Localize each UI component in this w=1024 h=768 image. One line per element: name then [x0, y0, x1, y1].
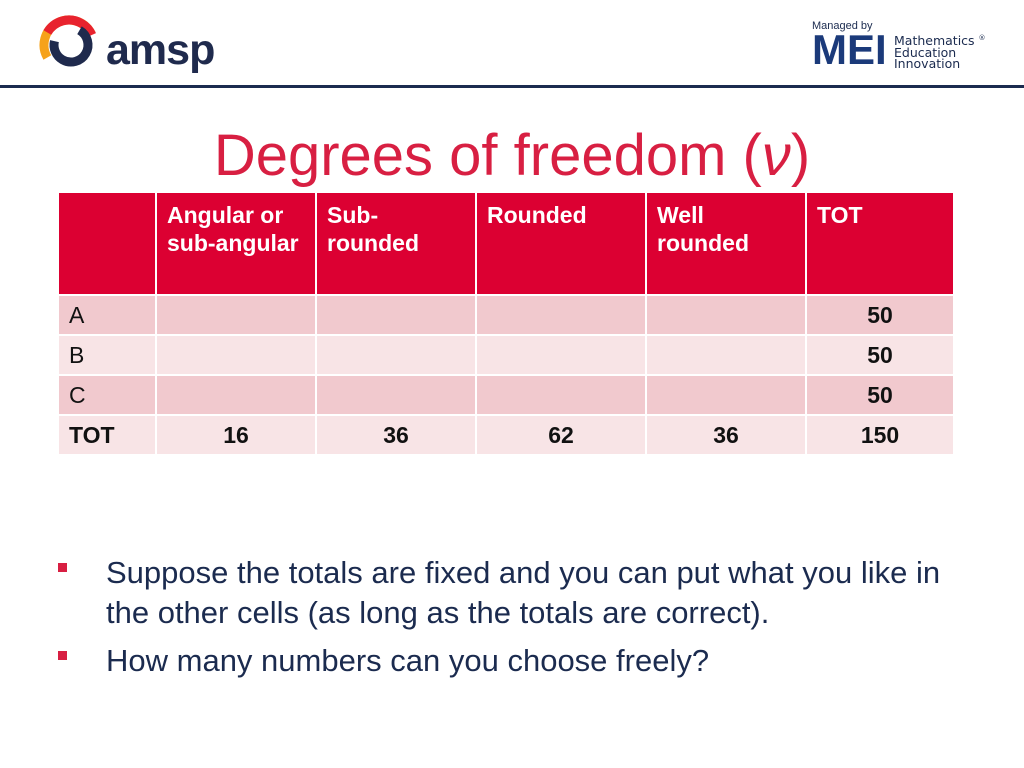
table-cell-grand-total: 150 [805, 414, 955, 456]
table-total-row: TOT 16 36 62 36 150 [57, 414, 955, 456]
table-cell [155, 374, 317, 416]
mei-full-name: Mathematics ® Education Innovation [894, 33, 986, 70]
brand-name: amsp [106, 26, 215, 74]
bullet-item: How many numbers can you choose freely? [56, 641, 986, 681]
slide-header: amsp Managed by MEI Mathematics ® Educat… [0, 0, 1024, 88]
table-header-cell [57, 191, 157, 296]
table-row: B 50 [57, 334, 955, 376]
table-cell-total: 16 [155, 414, 317, 456]
square-bullet-icon [58, 651, 67, 660]
table-cell-total: 50 [805, 374, 955, 416]
row-label: A [57, 294, 157, 336]
managed-by-label: Managed by [812, 20, 873, 32]
table-cell-total: 50 [805, 294, 955, 336]
row-label: TOT [57, 414, 157, 456]
table-cell [475, 334, 647, 376]
table-cell-total: 50 [805, 334, 955, 376]
table-cell [645, 294, 807, 336]
mei-initials: MEI [812, 31, 887, 67]
mei-logo: Managed by MEI Mathematics ® Education I… [812, 20, 1002, 72]
table-cell-total: 62 [475, 414, 647, 456]
row-label: B [57, 334, 157, 376]
table-row: C 50 [57, 374, 955, 416]
bullet-list: Suppose the totals are fixed and you can… [56, 553, 986, 689]
table-cell [475, 294, 647, 336]
table-cell [155, 334, 317, 376]
bullet-text: Suppose the totals are fixed and you can… [106, 555, 941, 630]
slide-title: Degrees of freedom (ν) [0, 120, 1024, 192]
table-cell [315, 334, 477, 376]
table-header-cell: Rounded [475, 191, 647, 296]
mei-line-1: Mathematics [894, 33, 975, 49]
bullet-text: How many numbers can you choose freely? [106, 643, 710, 678]
mei-line-2: Education [894, 44, 957, 60]
table-header-cell: TOT [805, 191, 955, 296]
table-cell [475, 374, 647, 416]
table-cell [645, 374, 807, 416]
table-cell [315, 374, 477, 416]
mei-initials-text: MEI [812, 31, 887, 67]
title-text: Degrees of freedom ( [213, 123, 762, 188]
square-bullet-icon [58, 563, 67, 572]
amsp-logo: amsp [38, 14, 215, 76]
table-cell-total: 36 [645, 414, 807, 456]
title-symbol: ν [761, 123, 791, 188]
table-cell [645, 334, 807, 376]
amsp-ring-logo-icon [39, 15, 99, 75]
title-close: ) [790, 123, 811, 188]
bullet-item: Suppose the totals are fixed and you can… [56, 553, 986, 633]
row-label: C [57, 374, 157, 416]
table-cell [315, 294, 477, 336]
registered-mark: ® [978, 34, 986, 42]
table-header-cell: Well rounded [645, 191, 807, 296]
mei-line-3: Innovation [894, 56, 961, 72]
table-header-cell: Sub-rounded [315, 191, 477, 296]
table-cell [155, 294, 317, 336]
contingency-table: Angular or sub-angular Sub-rounded Round… [57, 191, 955, 456]
table-row: A 50 [57, 294, 955, 336]
table-cell-total: 36 [315, 414, 477, 456]
table-header-row: Angular or sub-angular Sub-rounded Round… [57, 191, 955, 296]
table-header-cell: Angular or sub-angular [155, 191, 317, 296]
header-divider [0, 85, 1024, 88]
